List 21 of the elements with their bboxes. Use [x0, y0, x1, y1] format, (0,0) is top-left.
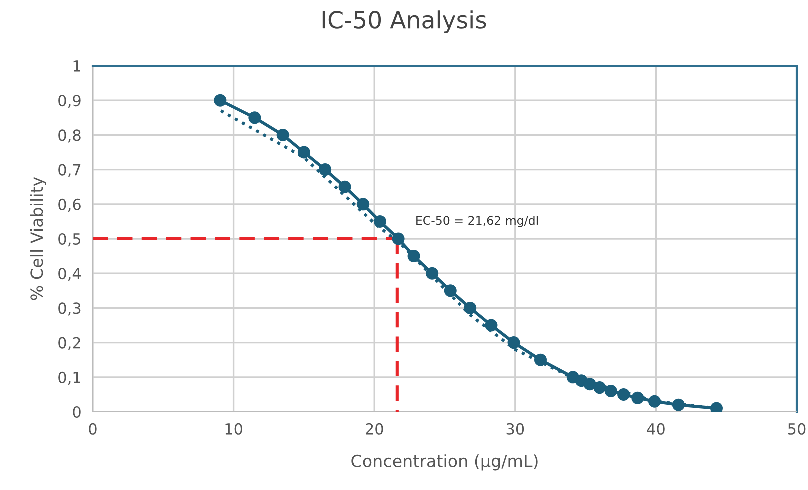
y-tick-label: 0,8 — [58, 130, 81, 143]
x-tick-label: 0 — [89, 423, 97, 435]
chart-title: IC-50 Analysis — [322, 10, 486, 34]
x-tick-label: 10 — [226, 423, 243, 435]
y-tick-label: 0,6 — [58, 198, 81, 212]
y-tick-label: 0,2 — [58, 337, 80, 350]
x-axis-title: Concentration (µg/mL) — [352, 454, 538, 471]
y-tick-label: 0,3 — [58, 302, 81, 316]
y-tick-label: 0,9 — [58, 95, 81, 108]
y-axis-title: % Cell Viability — [30, 177, 46, 300]
y-tick-label: 0,5 — [58, 233, 81, 247]
y-tick-label: 1 — [74, 60, 80, 72]
annotation: EC-50 = 21,62 mg/dl — [416, 216, 538, 228]
x-tick-label: 30 — [506, 423, 524, 435]
y-tick-label: 0 — [73, 406, 81, 418]
x-tick-label: 40 — [647, 423, 665, 435]
y-tick-label: 0,4 — [58, 268, 82, 282]
y-tick-label: 0,1 — [58, 372, 80, 385]
x-tick-label: 50 — [788, 423, 806, 435]
y-tick-label: 0,7 — [58, 164, 81, 178]
x-tick-label: 20 — [366, 423, 384, 435]
